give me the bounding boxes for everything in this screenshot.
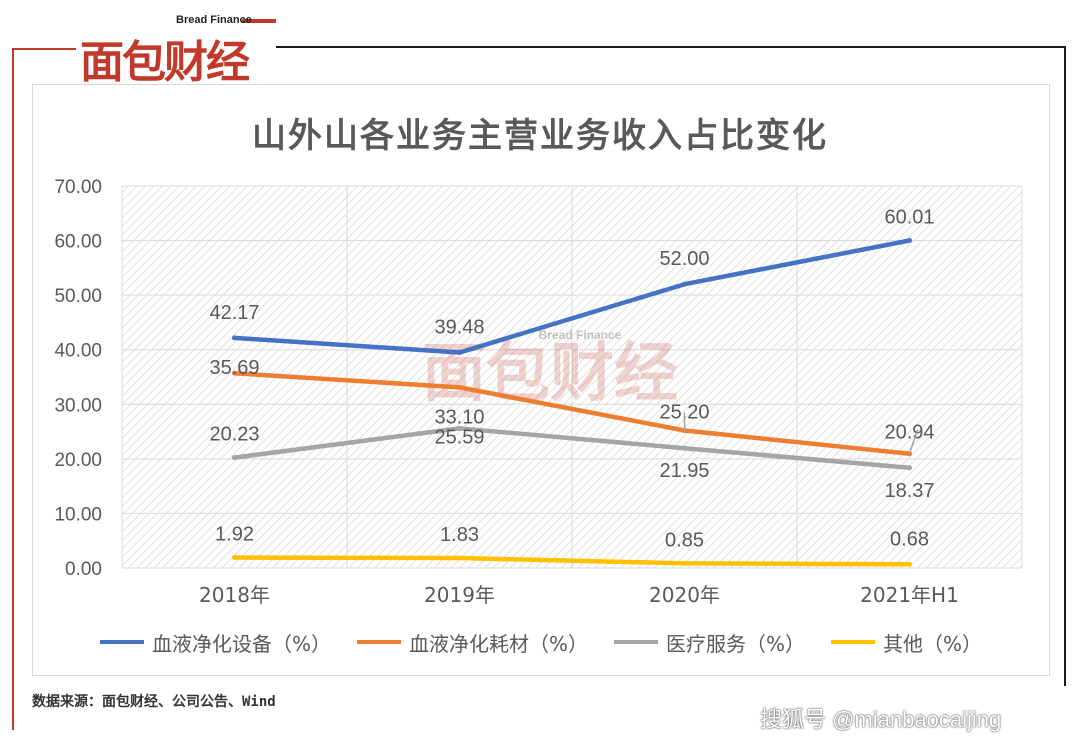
legend-item-medical-service: 医疗服务（%） (614, 628, 805, 657)
data-point-medical-service (907, 465, 912, 471)
label-leader-line (908, 429, 919, 454)
data-point-equipment (682, 281, 687, 287)
data-label-other: 1.83 (440, 524, 479, 546)
data-label-medical-service: 20.23 (209, 424, 259, 446)
sohu-watermark: 搜狐号 @mianbaocaijing (760, 707, 1002, 732)
data-label-consumables: 20.94 (884, 422, 934, 444)
data-label-medical-service: 21.95 (659, 460, 709, 482)
legend-swatch-medical-service (614, 640, 659, 644)
y-tick-label: 0.00 (65, 559, 102, 580)
legend-label-equipment: 血液净化设备（%） (152, 631, 332, 656)
series-line-consumables (232, 370, 912, 456)
frame-line-right (1064, 46, 1066, 686)
data-source-note: 数据来源：面包财经、公司公告、Wind (32, 694, 276, 710)
data-label-other: 0.68 (890, 528, 929, 550)
legend-label-medical-service: 医疗服务（%） (666, 631, 806, 656)
data-label-equipment: 42.17 (209, 302, 259, 324)
x-tick-label: 2020年 (649, 583, 720, 607)
legend-swatch-equipment (100, 640, 144, 644)
center-watermark-en: Bread Finance (539, 328, 622, 342)
data-point-other (907, 561, 912, 567)
legend-item-other: 其他（%） (831, 628, 982, 657)
data-point-other (232, 555, 237, 561)
brand-name-cn: 面包财经 (80, 37, 250, 88)
data-label-equipment: 52.00 (659, 248, 709, 270)
y-tick-label: 30.00 (54, 395, 102, 416)
legend-item-equipment: 血液净化设备（%） (100, 628, 331, 657)
data-label-medical-service: 25.59 (434, 426, 484, 448)
data-point-medical-service (682, 445, 687, 451)
x-tick-label: 2018年 (199, 583, 270, 607)
data-point-consumables (457, 384, 462, 390)
data-point-equipment (907, 238, 912, 244)
data-label-consumables: 35.69 (209, 357, 259, 379)
data-label-other: 1.92 (215, 524, 254, 546)
series-line-other (232, 555, 912, 567)
data-point-medical-service (457, 425, 462, 431)
data-label-other: 0.85 (665, 529, 704, 551)
data-label-equipment: 39.48 (434, 317, 484, 339)
data-point-medical-service (232, 455, 237, 461)
y-tick-label: 50.00 (54, 286, 102, 307)
series-line-medical-service (232, 426, 912, 471)
y-tick-label: 10.00 (54, 504, 102, 525)
legend-item-consumables: 血液净化耗材（%） (357, 628, 588, 657)
data-point-other (682, 560, 687, 566)
logo-accent-bar (242, 19, 276, 23)
data-label-consumables: 33.10 (434, 406, 484, 428)
y-tick-label: 20.00 (54, 450, 102, 471)
brand-name-en: Bread Finance (176, 14, 252, 26)
y-tick-label: 40.00 (54, 341, 102, 362)
x-tick-label: 2019年 (424, 583, 495, 607)
legend-swatch-other (831, 640, 876, 644)
data-label-medical-service: 18.37 (884, 480, 934, 502)
chart-title: 山外山各业务主营业务收入占比变化 (252, 116, 828, 156)
y-tick-label: 60.00 (54, 232, 102, 253)
frame-line-left (12, 48, 14, 730)
frame-line-top-left (12, 48, 76, 50)
center-watermark: 面包财经 (422, 337, 678, 411)
legend-label-consumables: 血液净化耗材（%） (409, 631, 589, 656)
legend-swatch-consumables (357, 640, 402, 644)
data-point-other (457, 555, 462, 561)
y-tick-label: 70.00 (54, 177, 102, 198)
chart-legend: 血液净化设备（%） 血液净化耗材（%） 医疗服务（%） 其他（%） (100, 628, 1000, 656)
brand-logo: Bread Finance 面包财经 (80, 14, 276, 88)
x-tick-label: 2021年H1 (860, 583, 959, 607)
data-point-equipment (232, 335, 237, 341)
data-point-consumables (232, 370, 237, 376)
data-point-equipment (457, 350, 462, 356)
data-label-equipment: 60.01 (884, 207, 934, 229)
legend-label-other: 其他（%） (883, 631, 983, 656)
frame-line-top-right (276, 46, 1066, 48)
series-line-equipment (232, 238, 912, 355)
